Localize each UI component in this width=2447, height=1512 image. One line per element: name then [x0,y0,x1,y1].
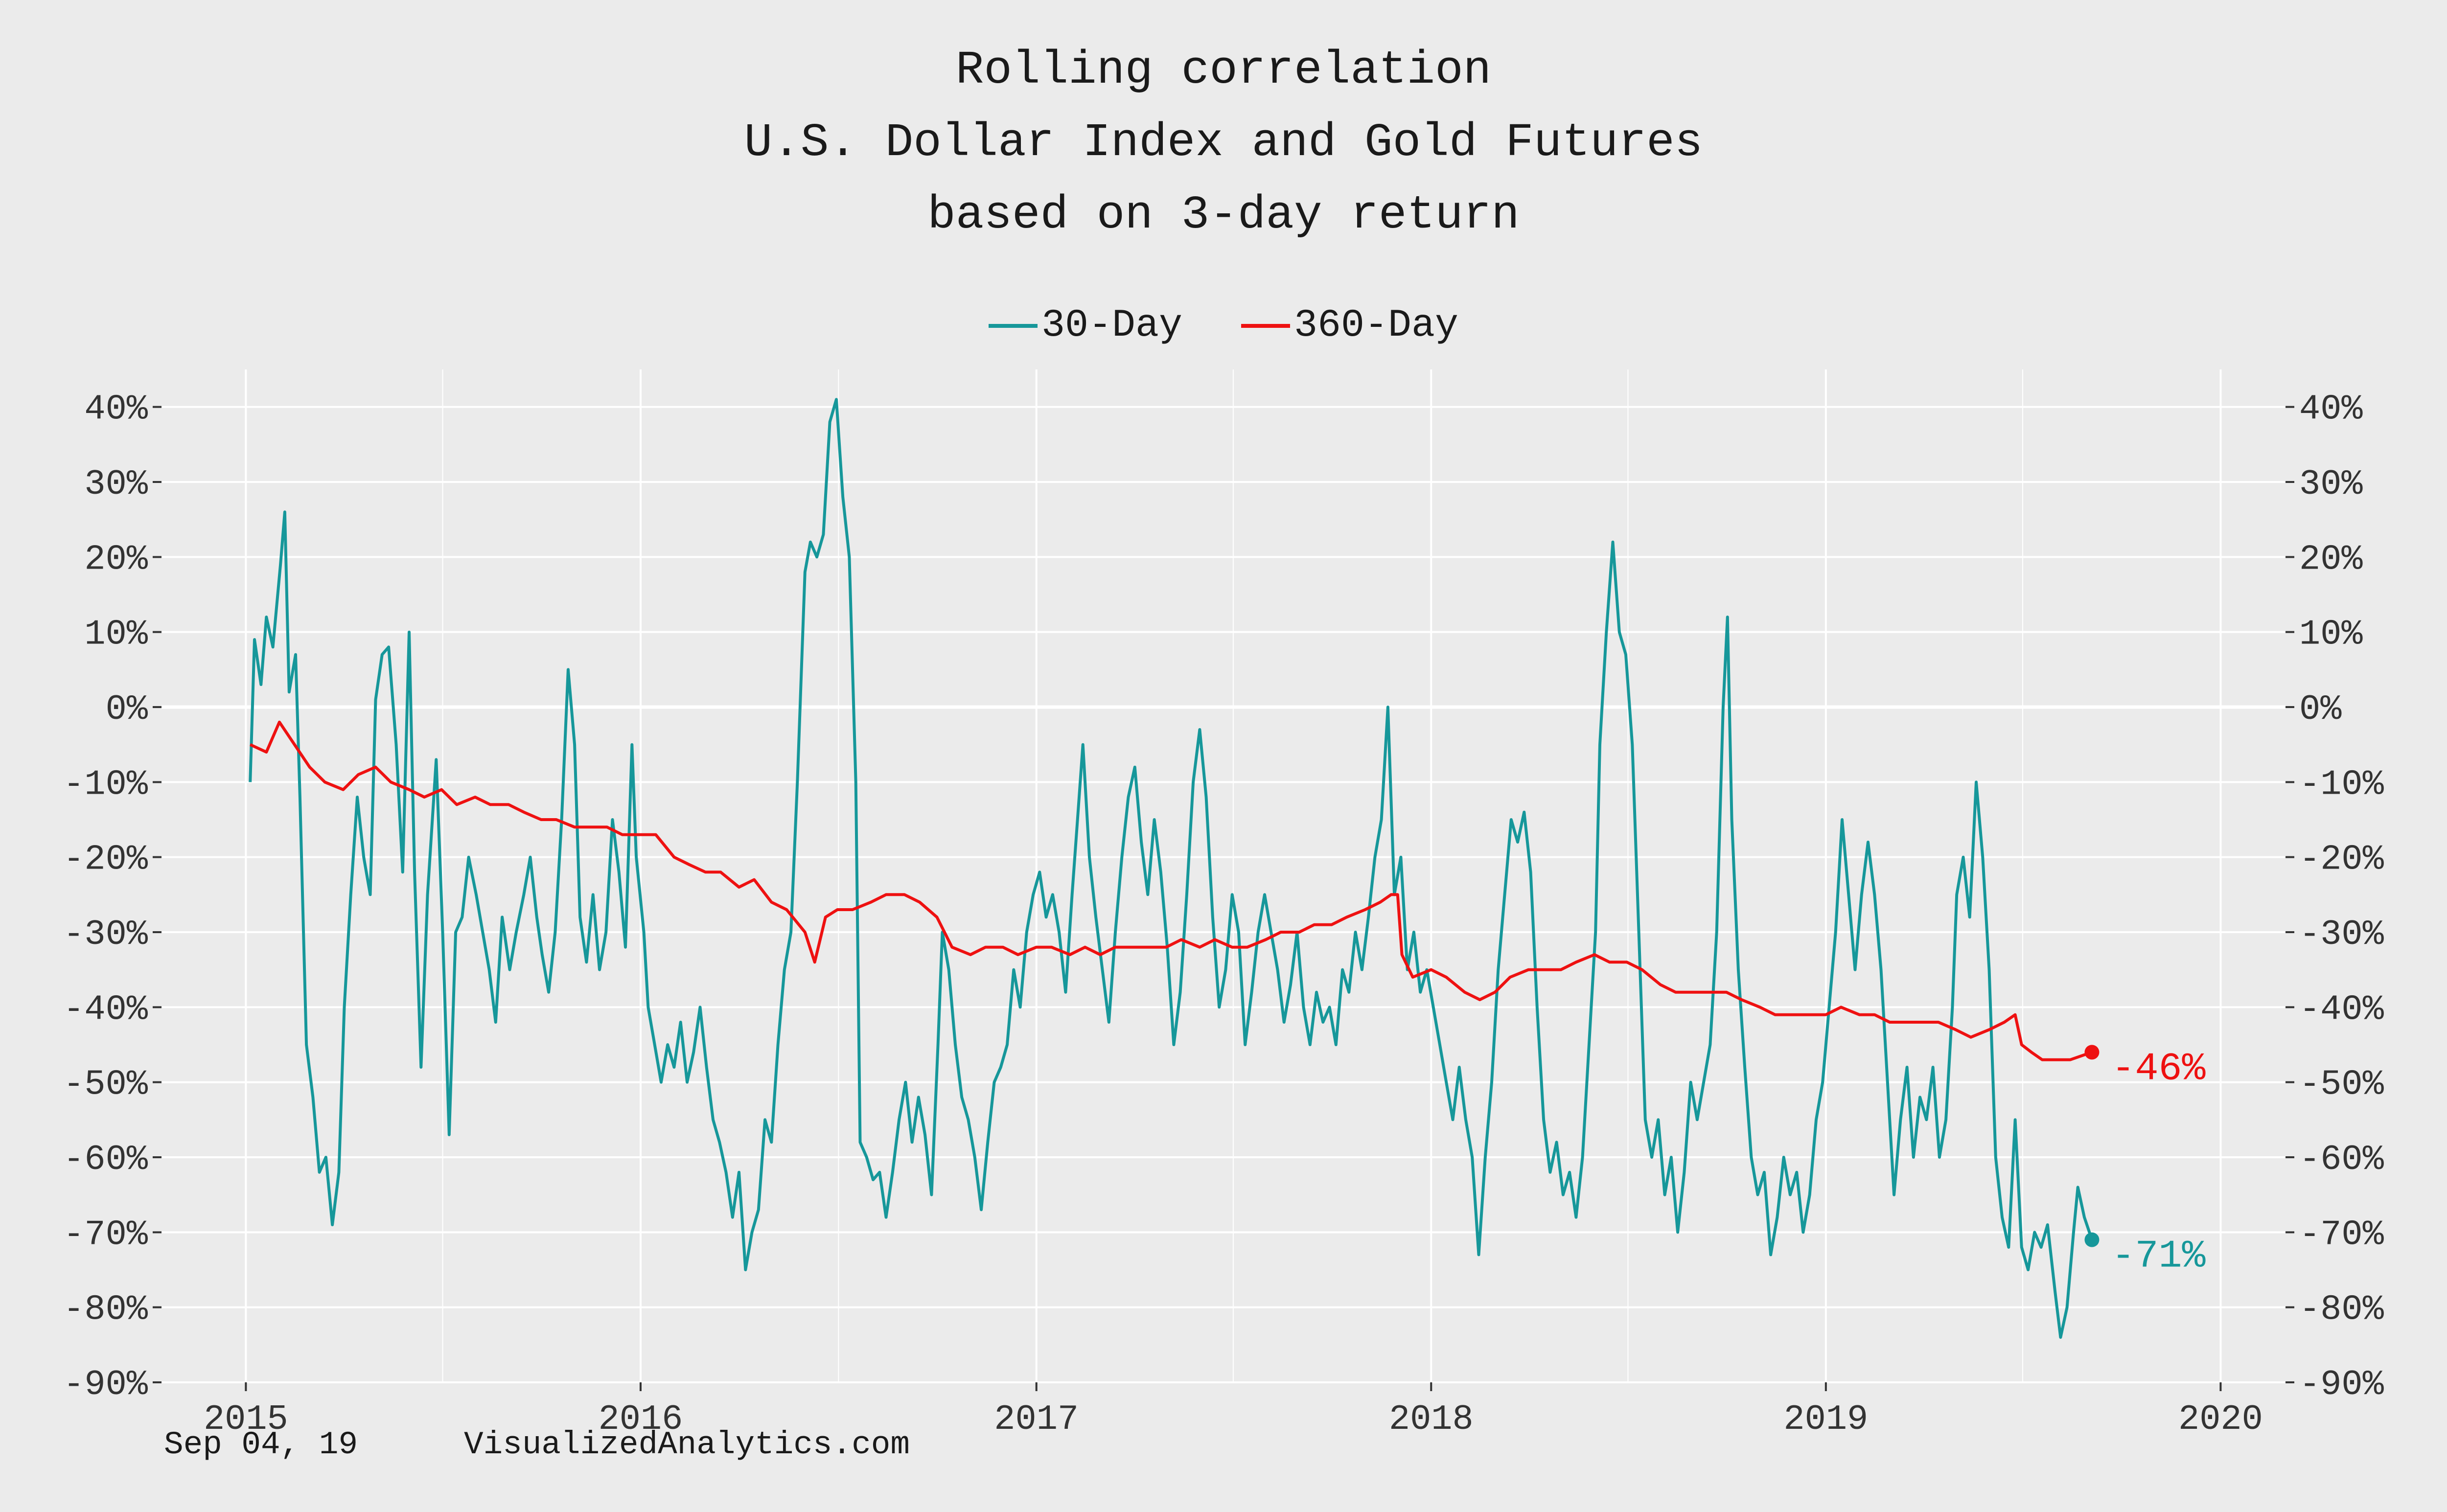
title-line-2: U.S. Dollar Index and Gold Futures [744,116,1703,169]
x-tick-label: 2015 [204,1399,288,1440]
y-tick-label-right: -20% [2299,840,2384,880]
end-labels: -71% -46% [2084,1045,2206,1279]
y-tick-label-right: -60% [2299,1140,2384,1180]
legend-label-30-day: 30-Day [1041,303,1182,348]
y-tick-label-right: -40% [2299,989,2384,1030]
y-tick-label-right: -50% [2299,1065,2384,1105]
legend-item-30-day: 30-Day [988,303,1182,348]
y-tick-label-left: -20% [63,840,148,880]
y-tick-label-left: -80% [63,1290,148,1330]
x-tick-label: 2017 [994,1399,1079,1440]
end-label-30-day: -71% [2111,1235,2206,1279]
axes: 40% 40% 30% 30% 20% 20% 10% 10% 0% 0% -10% -10% -20%… [63,389,2384,1440]
y-tick-label-left: -70% [63,1214,148,1255]
legend-swatch-360-day [1241,323,1290,328]
y-tick-label-right: -30% [2299,915,2384,955]
x-tick-label: 2016 [599,1399,683,1440]
plot-panel [162,369,2285,1382]
y-tick-label-right: 10% [2299,615,2363,655]
y-tick-label-left: 40% [84,389,148,430]
y-tick-label-left: -60% [63,1140,148,1180]
footer-date: Sep 04, 19 [164,1426,358,1463]
legend: 30-Day 360-Day [0,303,2447,348]
x-tick-label: 2020 [2178,1399,2263,1440]
title-line-3: based on 3-day return [927,188,1520,242]
y-tick-label-right: 0% [2299,689,2342,730]
y-tick-label-right: -80% [2299,1290,2384,1330]
x-tick-label: 2018 [1389,1399,1474,1440]
series-line-360-day [249,720,2093,1061]
y-tick-label-left: 10% [84,615,148,655]
legend-label-360-day: 360-Day [1293,303,1459,348]
y-tick-label-right: -90% [2299,1365,2384,1405]
y-tick-label-left: 20% [84,539,148,579]
y-tick-label-right: -70% [2299,1214,2384,1255]
y-tick-label-left: -30% [63,915,148,955]
y-tick-label-left: -90% [63,1365,148,1405]
y-tick-label-right: 20% [2299,539,2363,579]
end-label-360-day: -46% [2111,1047,2206,1091]
title-line-1: Rolling correlation [955,44,1492,97]
y-tick-label-right: 30% [2299,464,2363,504]
legend-swatch-30-day [988,323,1038,328]
end-point-360-day [2084,1045,2100,1060]
series-layer [249,398,2094,1339]
y-tick-label-left: -50% [63,1065,148,1105]
y-tick-label-left: -10% [63,764,148,804]
y-tick-label-left: 30% [84,464,148,504]
y-tick-label-right: 40% [2299,389,2363,430]
y-tick-label-right: -10% [2299,764,2384,804]
end-point-30-day [2084,1232,2100,1247]
footer-site: VisualizedAnalytics.com [464,1426,910,1463]
y-tick-label-left: 0% [106,689,148,730]
x-tick-label: 2019 [1783,1399,1868,1440]
chart-title: Rolling correlation U.S. Dollar Index an… [0,34,2447,252]
legend-item-360-day: 360-Day [1241,303,1458,348]
y-tick-label-left: -40% [63,989,148,1030]
